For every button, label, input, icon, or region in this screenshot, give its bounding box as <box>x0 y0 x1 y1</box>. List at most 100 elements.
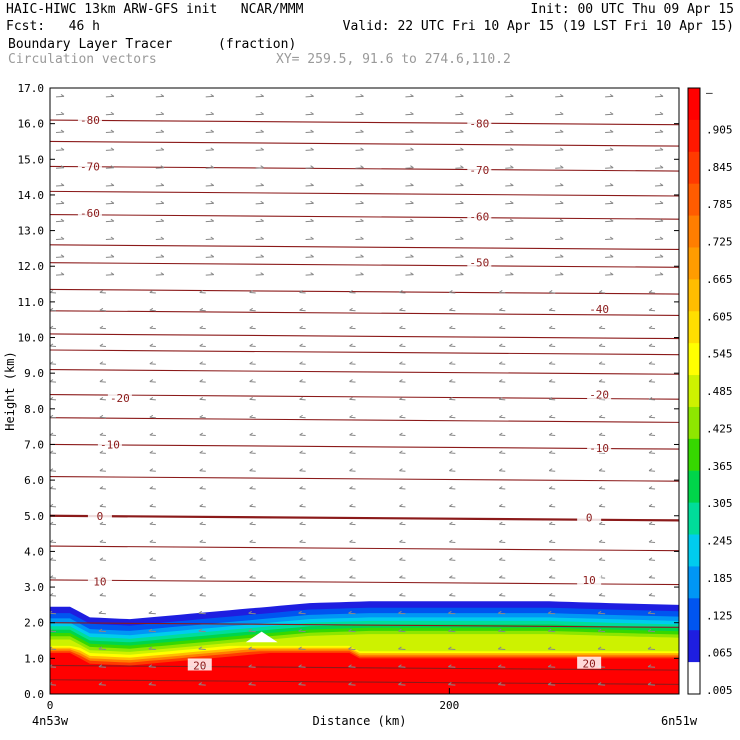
vector-arrow-head <box>349 379 353 383</box>
vector-arrow-head <box>460 218 464 222</box>
vector-arrow-head <box>648 307 653 311</box>
vector-arrow-head <box>110 111 115 115</box>
vector-arrow-head <box>348 664 352 668</box>
vector-arrow <box>599 345 606 347</box>
vector-arrow-head <box>249 396 253 400</box>
vector-arrow-head <box>99 557 104 561</box>
contour-label-bg <box>577 572 602 585</box>
vector-arrow-head <box>210 200 215 204</box>
vector-arrow <box>199 559 206 561</box>
vector-arrow <box>655 274 664 276</box>
vector-arrow <box>405 185 414 187</box>
colorbar-label: .785 <box>706 198 733 211</box>
vector-arrow <box>249 434 256 437</box>
vector-arrow-head <box>110 236 115 240</box>
vector-arrow <box>648 505 656 508</box>
vector-arrow-head <box>648 539 653 543</box>
vector-arrow-head <box>648 343 653 347</box>
vector-arrow <box>449 398 456 401</box>
vector-arrow-head <box>449 432 453 436</box>
vector-arrow-head <box>659 218 664 222</box>
vector-arrow-head <box>399 396 403 400</box>
vector-arrow <box>55 202 65 205</box>
vector-arrow-head <box>249 486 253 489</box>
vector-arrow-head <box>448 664 452 668</box>
vector-arrow <box>549 363 556 365</box>
vector-arrow-head <box>349 396 353 400</box>
vector-arrow <box>399 594 406 597</box>
vector-arrow-head <box>659 93 664 97</box>
y-tick-label: 13.0 <box>18 225 45 238</box>
vector-arrow-head <box>249 325 253 329</box>
vector-arrow-head <box>210 254 215 258</box>
vector-arrow <box>299 363 306 365</box>
vector-arrow-head <box>460 93 464 97</box>
vector-arrow <box>405 113 414 116</box>
vector-arrow <box>99 416 106 419</box>
vector-arrow <box>398 612 406 615</box>
vector-arrow <box>648 327 656 330</box>
vector-arrow-head <box>299 468 303 472</box>
vector-arrow <box>299 488 306 490</box>
colorbar-label: .545 <box>706 348 733 361</box>
vector-arrow <box>448 612 456 615</box>
vector-arrow <box>599 363 606 365</box>
vector-arrow-head <box>298 682 302 686</box>
vector-arrow <box>299 470 306 472</box>
vector-arrow-head <box>648 414 653 418</box>
vector-arrow <box>155 274 164 276</box>
vector-arrow <box>99 363 106 365</box>
contour-line <box>50 476 679 482</box>
vector-arrow <box>149 452 156 454</box>
vector-arrow <box>55 149 65 151</box>
vector-arrow-head <box>249 343 253 347</box>
vector-arrow-head <box>609 147 614 151</box>
vector-arrow-head <box>398 610 402 614</box>
vector-arrow-head <box>399 343 403 347</box>
vector-arrow-head <box>559 183 564 186</box>
tracer-notch <box>245 631 278 643</box>
vector-arrow <box>255 202 264 205</box>
vector-arrow <box>355 131 364 134</box>
vector-arrow <box>298 666 306 668</box>
colorbar-swatch <box>688 183 700 217</box>
vector-arrow-head <box>199 521 204 525</box>
vector-arrow <box>349 541 356 543</box>
vector-arrow-head <box>160 165 165 169</box>
vector-arrow <box>405 167 414 169</box>
vector-arrow-head <box>449 307 453 311</box>
vector-arrow <box>105 220 114 223</box>
vector-arrow <box>655 220 664 223</box>
vector-arrow-head <box>99 486 104 489</box>
vector-arrow <box>455 185 464 187</box>
vector-label: Circulation vectors <box>8 52 157 67</box>
vector-arrow-head <box>398 682 402 686</box>
vector-arrow <box>449 470 456 472</box>
vector-arrow-head <box>509 183 514 186</box>
vector-arrow <box>199 434 206 437</box>
vector-arrow-head <box>99 539 104 543</box>
vector-arrow <box>599 416 606 419</box>
vector-arrow <box>199 363 206 365</box>
vector-arrow-head <box>349 539 353 543</box>
vector-arrow <box>99 398 106 401</box>
vector-arrow-head <box>299 557 303 561</box>
vector-arrow-head <box>248 682 252 686</box>
y-tick-label: 8.0 <box>24 403 44 416</box>
vector-arrow <box>299 577 306 579</box>
colorbar-label: .605 <box>706 310 733 323</box>
vector-arrow-head <box>399 290 403 293</box>
vector-arrow-head <box>498 593 503 596</box>
vector-arrow <box>155 113 164 116</box>
vector-arrow <box>405 220 414 223</box>
vector-arrow <box>355 167 364 169</box>
colorbar-label: .725 <box>706 236 733 249</box>
colorbar-label: .665 <box>706 273 733 286</box>
vector-arrow-head <box>149 468 154 472</box>
vector-arrow <box>199 309 206 312</box>
vector-arrow <box>299 381 306 383</box>
vector-arrow <box>98 648 106 650</box>
vector-arrow-head <box>149 414 154 418</box>
vector-arrow-head <box>348 628 352 632</box>
